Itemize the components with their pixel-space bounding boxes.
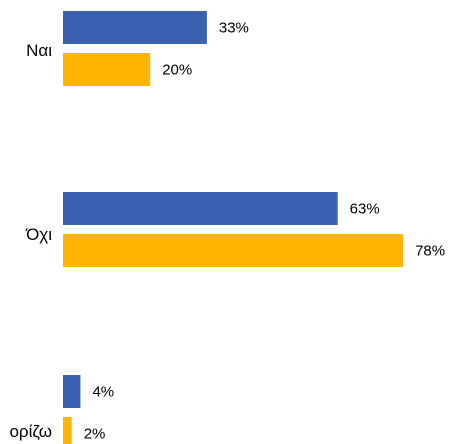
data-label: 63% <box>350 201 380 218</box>
data-label: 2% <box>84 426 106 443</box>
data-label: 33% <box>219 20 249 37</box>
bars-layer <box>63 11 404 444</box>
bar <box>63 234 404 267</box>
category-label: Όχι <box>25 225 52 244</box>
category-label: ορίζω <box>9 422 52 441</box>
bar <box>63 192 338 225</box>
bar <box>63 53 151 86</box>
data-label: 20% <box>162 62 192 79</box>
value-labels-layer: 33% 20% 63% 78% 4% 2% <box>84 20 445 443</box>
data-label: 78% <box>415 243 445 260</box>
data-label: 4% <box>92 384 114 401</box>
bar <box>63 417 72 444</box>
category-label: Ναι <box>26 41 52 60</box>
category-labels-layer: Ναι Όχι ορίζω <box>9 41 52 441</box>
bar <box>63 375 81 408</box>
bar <box>63 11 207 44</box>
